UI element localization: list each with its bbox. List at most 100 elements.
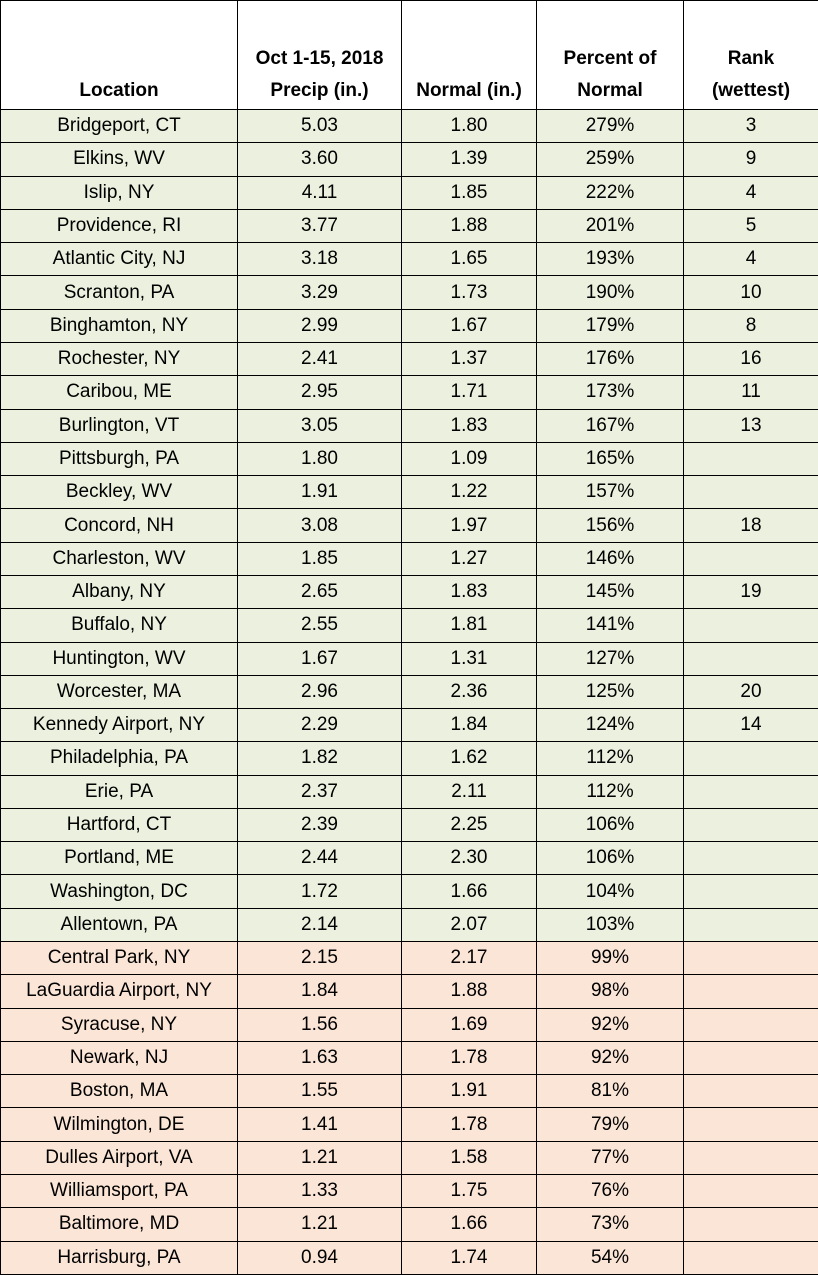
table-cell: Binghamton, NY — [0, 308, 238, 343]
table-row: Beckley, WV 1.91 1.22 157% — [0, 475, 818, 510]
table-row: Harrisburg, PA 0.94 1.74 54% — [0, 1240, 818, 1275]
table-cell: 1.80 — [401, 108, 537, 144]
table-cell: Newark, NJ — [0, 1040, 238, 1076]
table-cell: 1.31 — [401, 641, 537, 676]
table-cell: 8 — [683, 308, 818, 343]
table-cell: Albany, NY — [0, 574, 238, 610]
table-cell: Providence, RI — [0, 208, 238, 244]
table-cell: 127% — [536, 641, 684, 676]
table-row: Scranton, PA 3.29 1.73 190% 10 — [0, 275, 818, 310]
table-cell: 10 — [683, 275, 818, 310]
table-cell: 2.15 — [237, 941, 402, 976]
table-cell: 279% — [536, 108, 684, 144]
table-cell: 1.09 — [401, 441, 537, 477]
table-cell: 2.37 — [237, 774, 402, 809]
empty-cell — [683, 1173, 818, 1209]
table-cell: Charleston, WV — [0, 541, 238, 576]
table-cell: 99% — [536, 941, 684, 976]
table-cell: 92% — [536, 1040, 684, 1076]
table-cell: 5 — [683, 208, 818, 244]
table-cell: 259% — [536, 142, 684, 177]
table-cell: 1.73 — [401, 275, 537, 310]
table-cell: LaGuardia Airport, NY — [0, 974, 238, 1009]
table-cell: 146% — [536, 541, 684, 576]
table-cell: 77% — [536, 1140, 684, 1176]
table-cell: Syracuse, NY — [0, 1007, 238, 1042]
table-cell: 81% — [536, 1074, 684, 1109]
table-cell: 1.56 — [237, 1007, 402, 1042]
table-row: Bridgeport, CT 5.03 1.80 279% 3 — [0, 108, 818, 144]
table-cell: 1.65 — [401, 242, 537, 277]
table-cell: 3 — [683, 108, 818, 144]
table-row: Islip, NY 4.11 1.85 222% 4 — [0, 175, 818, 210]
table-cell: 2.41 — [237, 341, 402, 377]
table-cell: 2.17 — [401, 941, 537, 976]
table-cell: 2.44 — [237, 841, 402, 876]
table-cell: 165% — [536, 441, 684, 477]
table-row: Philadelphia, PA 1.82 1.62 112% — [0, 741, 818, 776]
table-cell: 1.62 — [401, 741, 537, 776]
table-cell: 13 — [683, 408, 818, 443]
table-cell: 54% — [536, 1240, 684, 1275]
table-row: LaGuardia Airport, NY 1.84 1.88 98% — [0, 974, 818, 1009]
table-cell: 2.39 — [237, 807, 402, 843]
table-cell: Worcester, MA — [0, 674, 238, 710]
table-cell: 156% — [536, 508, 684, 543]
table-cell: 16 — [683, 341, 818, 377]
empty-cell — [683, 741, 818, 776]
table-cell: Wilmington, DE — [0, 1107, 238, 1142]
table-row: Syracuse, NY 1.56 1.69 92% — [0, 1007, 818, 1042]
empty-cell — [683, 1240, 818, 1275]
table-cell: 92% — [536, 1007, 684, 1042]
table-cell: 2.55 — [237, 608, 402, 643]
table-cell: 73% — [536, 1207, 684, 1242]
empty-cell — [683, 874, 818, 909]
table-cell: 1.27 — [401, 541, 537, 576]
table-cell: 1.91 — [401, 1074, 537, 1109]
table-cell: 1.69 — [401, 1007, 537, 1042]
table-cell: 1.21 — [237, 1140, 402, 1176]
empty-cell — [683, 475, 818, 510]
table-cell: 11 — [683, 375, 818, 410]
column-header: Rank (wettest) — [683, 0, 818, 110]
table-row: Wilmington, DE 1.41 1.78 79% — [0, 1107, 818, 1142]
table-cell: 20 — [683, 674, 818, 710]
table-cell: 18 — [683, 508, 818, 543]
table-row: Huntington, WV 1.67 1.31 127% — [0, 641, 818, 676]
table-cell: 4 — [683, 175, 818, 210]
header-row: Location Oct 1-15, 2018 Precip (in.) Norma… — [0, 0, 818, 110]
table-cell: 2.14 — [237, 907, 402, 943]
table-cell: Erie, PA — [0, 774, 238, 809]
table-row: Kennedy Airport, NY 2.29 1.84 124% 14 — [0, 708, 818, 743]
table-cell: Caribou, ME — [0, 375, 238, 410]
table-cell: 1.83 — [401, 408, 537, 443]
table-cell: 2.95 — [237, 375, 402, 410]
empty-cell — [683, 941, 818, 976]
table-cell: 5.03 — [237, 108, 402, 144]
table-cell: 2.30 — [401, 841, 537, 876]
table-row: Providence, RI 3.77 1.88 201% 5 — [0, 208, 818, 244]
table-cell: 1.74 — [401, 1240, 537, 1275]
table-cell: 1.80 — [237, 441, 402, 477]
table-cell: Kennedy Airport, NY — [0, 708, 238, 743]
table-cell: 2.65 — [237, 574, 402, 610]
table-cell: 112% — [536, 741, 684, 776]
table-cell: 3.08 — [237, 508, 402, 543]
column-header: Location — [0, 0, 238, 110]
table-cell: 19 — [683, 574, 818, 610]
table-cell: Burlington, VT — [0, 408, 238, 443]
table-cell: 2.99 — [237, 308, 402, 343]
table-row: Central Park, NY 2.15 2.17 99% — [0, 941, 818, 976]
empty-cell — [683, 641, 818, 676]
table-cell: 79% — [536, 1107, 684, 1142]
table-cell: 1.78 — [401, 1107, 537, 1142]
table-cell: 222% — [536, 175, 684, 210]
table-cell: 1.37 — [401, 341, 537, 377]
empty-cell — [683, 1007, 818, 1042]
table-cell: 2.96 — [237, 674, 402, 710]
table-row: Newark, NJ 1.63 1.78 92% — [0, 1040, 818, 1076]
table-cell: 103% — [536, 907, 684, 943]
table-row: Williamsport, PA 1.33 1.75 76% — [0, 1173, 818, 1209]
